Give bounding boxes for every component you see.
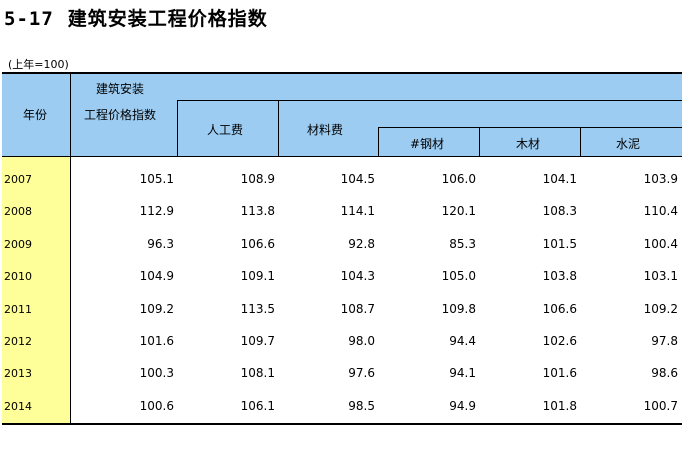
header-mid-rule [177, 100, 682, 101]
value-cell: 104.5 [340, 172, 375, 186]
header-steel: #钢材 [410, 137, 445, 151]
value-cell: 112.9 [139, 204, 174, 219]
year-cell: 2012 [4, 335, 32, 348]
value-cell: 94.1 [449, 366, 476, 381]
year-cell: 2014 [4, 399, 32, 413]
value-cell: 100.3 [139, 366, 174, 381]
year-cell: 2008 [4, 205, 32, 219]
value-cell: 106.1 [240, 398, 275, 413]
value-cell: 97.8 [651, 334, 678, 348]
value-cell: 108.3 [542, 204, 577, 219]
header-divider [378, 127, 379, 157]
value-cell: 104.9 [139, 269, 174, 284]
value-cell: 101.6 [139, 334, 174, 348]
value-cell: 104.1 [542, 172, 577, 186]
header-cement: 水泥 [616, 137, 641, 151]
value-cell: 108.7 [340, 301, 375, 316]
header-divider [479, 127, 480, 157]
year-cell: 2013 [4, 367, 32, 381]
header-year: 年份 [23, 108, 48, 122]
value-cell: 103.9 [643, 172, 678, 186]
value-cell: 96.3 [147, 236, 174, 251]
value-cell: 103.8 [542, 269, 577, 284]
value-cell: 108.1 [240, 366, 275, 381]
value-cell: 97.6 [348, 366, 375, 381]
header-divider [278, 100, 279, 157]
value-cell: 109.2 [643, 301, 678, 316]
value-cell: 110.4 [643, 204, 678, 219]
value-cell: 113.8 [240, 204, 275, 219]
value-cell: 101.5 [542, 236, 577, 251]
value-cell: 94.9 [449, 398, 476, 413]
value-cell: 113.5 [240, 301, 275, 316]
header-index-line2: 工程价格指数 [84, 108, 157, 122]
table-title-text: 建筑安装工程价格指数 [67, 8, 268, 30]
value-cell: 98.5 [348, 398, 375, 413]
value-cell: 100.4 [643, 236, 678, 251]
year-cell: 2009 [4, 237, 32, 251]
value-cell: 92.8 [348, 236, 375, 251]
year-column-background [2, 157, 70, 423]
value-cell: 100.7 [643, 398, 678, 413]
value-cell: 100.6 [139, 398, 174, 413]
year-column-rule [70, 73, 71, 424]
value-cell: 103.1 [643, 269, 678, 284]
value-cell: 105.1 [139, 172, 174, 186]
base-note: (上年=100) [8, 58, 69, 71]
header-index-line1: 建筑安装 [96, 82, 145, 96]
value-cell: 98.6 [651, 366, 678, 381]
value-cell: 104.3 [340, 269, 375, 284]
value-cell: 102.6 [542, 334, 577, 348]
header-divider [177, 100, 178, 157]
value-cell: 105.0 [441, 269, 476, 284]
value-cell: 109.8 [441, 301, 476, 316]
table-title: 5-17 建筑安装工程价格指数 [4, 4, 268, 32]
value-cell: 101.6 [542, 366, 577, 381]
year-cell: 2011 [4, 302, 32, 316]
table-number: 5-17 [4, 8, 54, 30]
header-wood: 木材 [516, 137, 541, 151]
value-cell: 98.0 [348, 334, 375, 348]
year-cell: 2007 [4, 173, 32, 186]
value-cell: 85.3 [449, 236, 476, 251]
value-cell: 101.8 [542, 398, 577, 413]
value-cell: 106.0 [441, 172, 476, 186]
table-top-rule [2, 72, 682, 74]
header-labor: 人工费 [207, 123, 244, 137]
value-cell: 109.2 [139, 301, 174, 316]
header-bottom-rule [2, 156, 682, 157]
value-cell: 109.1 [240, 269, 275, 284]
value-cell: 106.6 [240, 236, 275, 251]
header-divider [580, 127, 581, 157]
value-cell: 108.9 [240, 172, 275, 186]
header-material: 材料费 [307, 123, 344, 137]
year-cell: 2010 [4, 270, 32, 284]
header-sub-rule [378, 127, 682, 128]
table-bottom-rule [2, 423, 682, 425]
value-cell: 120.1 [441, 204, 476, 219]
header-background [2, 73, 682, 156]
value-cell: 94.4 [449, 334, 476, 348]
value-cell: 109.7 [240, 334, 275, 348]
value-cell: 114.1 [340, 204, 375, 219]
value-cell: 106.6 [542, 301, 577, 316]
